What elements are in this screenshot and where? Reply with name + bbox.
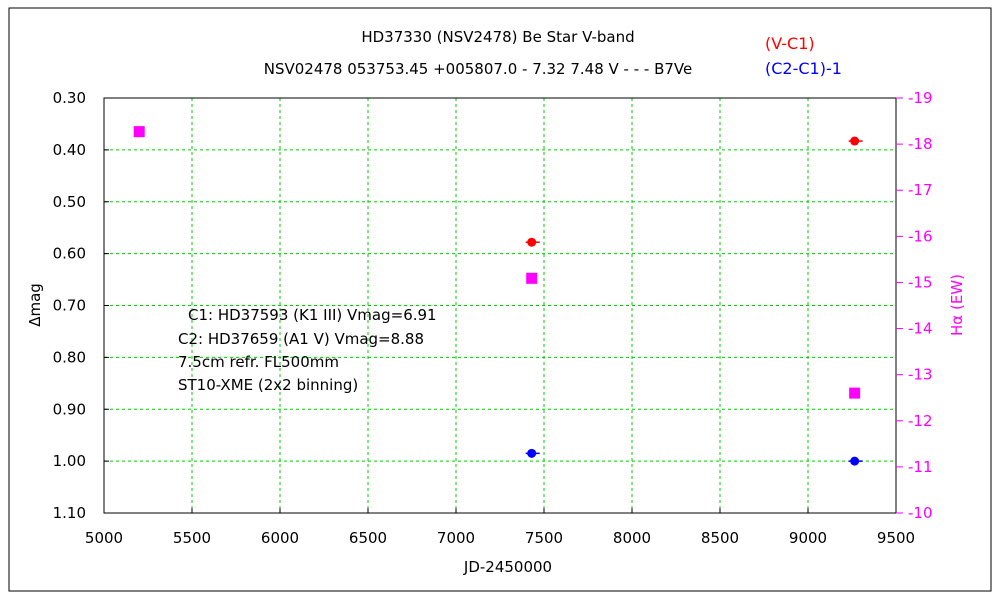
y2-tick-label: -19 [908,89,933,107]
y2-tick-label: -18 [908,135,933,153]
x-tick-label: 7000 [437,529,475,547]
halpha-point [526,272,538,284]
data-marks [133,126,863,466]
grid [104,98,896,513]
halpha-point [849,387,861,399]
y2-tick-label: -10 [908,504,933,522]
x-tick-label: 5000 [85,529,123,547]
axes: 5000 5500 6000 6500 7000 7500 8000 8500 9000 9500… [53,89,933,547]
chart-title: HD37330 (NSV2478) Be Star V-band [361,28,634,46]
y-tick-label: 1.00 [53,452,86,470]
y-tick-label: 0.70 [53,297,86,315]
y-tick-label: 0.80 [53,348,86,366]
v-c1-point [527,237,537,247]
y-tick-label: 1.10 [53,504,86,522]
x-tick-label: 9500 [877,529,915,547]
x-tick-label: 8500 [701,529,739,547]
x-tick-label: 9000 [789,529,827,547]
x-tick-label: 6500 [349,529,387,547]
x-tick-label: 8000 [613,529,651,547]
y2-tick-label: -17 [908,181,933,199]
y-tick-label: 0.90 [53,400,86,418]
y2-tick-label: -12 [908,412,933,430]
c2-c1-point [527,448,537,458]
y-tick-label: 0.30 [53,89,86,107]
y2-tick-label: -13 [908,366,933,384]
y-tick-label: 0.40 [53,141,86,159]
annotation-c1: C1: HD37593 (K1 III) Vmag=6.91 [188,306,437,324]
x-tick-label: 5500 [173,529,211,547]
x-tick-label: 6000 [261,529,299,547]
outer-border [8,7,992,592]
v-c1-point [850,136,860,146]
chart-subtitle: NSV02478 053753.45 +005807.0 - 7.32 7.48… [264,60,693,78]
y2-tick-label: -14 [908,320,933,338]
legend-label-c2-c1: (C2-C1)-1 [765,59,842,78]
c2-c1-point [850,456,860,466]
y2-tick-label: -15 [908,273,933,291]
y-axis-label: Δmag [26,283,44,327]
y-tick-label: 0.60 [53,245,86,263]
legend-label-v-c1: (V-C1) [765,34,815,53]
annotation-camera: ST10-XME (2x2 binning) [178,376,358,394]
y2-axis-label: Hα (EW) [948,274,966,336]
x-axis-label: JD-2450000 [463,558,552,576]
y-tick-label: 0.50 [53,193,86,211]
annotation-c2: C2: HD37659 (A1 V) Vmag=8.88 [178,330,424,348]
halpha-point [133,126,145,138]
x-tick-label: 7500 [525,529,563,547]
y2-tick-label: -11 [908,458,933,476]
y2-tick-label: -16 [908,227,933,245]
annotation-telescope: 7.5cm refr. FL500mm [178,353,339,371]
